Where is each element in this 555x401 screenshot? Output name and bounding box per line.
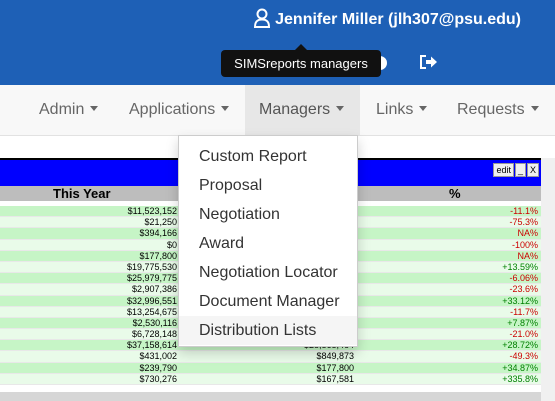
nav-item-label: Links [376,101,414,118]
nav-item-label: Admin [39,101,85,118]
caret-down-icon [221,106,230,111]
user-icon [253,8,271,33]
cell-this-year: $19,775,530 [126,261,177,272]
cell-percent-change: -6.06% [509,273,538,284]
caret-down-icon [530,106,539,111]
close-button[interactable]: X [526,163,539,177]
caret-down-icon [90,106,99,111]
menu-item-document-manager[interactable]: Document Manager [199,293,340,310]
cell-percent-change: +7.87% [507,317,538,328]
caret-down-icon [336,106,345,111]
nav-item-label: Managers [259,101,331,118]
cell-this-year: $239,790 [139,362,177,373]
cell-last-year: $849,873 [316,351,354,362]
nav-item-admin[interactable]: Admin [25,85,112,135]
user-menu[interactable]: Jennifer Miller (jlh307@psu.edu) [253,8,521,33]
cell-percent-change: -100% [511,239,538,250]
cell-percent-change: +335.8% [502,373,538,384]
cell-this-year: $730,276 [139,373,177,384]
column-header-percent: % [449,186,461,201]
nav-item-managers[interactable]: Managers [245,85,360,135]
cell-this-year: $2,907,386 [131,284,177,295]
user-name-label: Jennifer Miller (jlh307@psu.edu) [275,11,521,28]
column-header-this-year: This Year [53,186,111,201]
managers-tooltip: SIMSreports managers [221,44,381,77]
cell-percent-change: -23.6% [509,284,538,295]
report-footer [0,392,541,401]
menu-item-negotiation[interactable]: Negotiation [199,206,280,223]
menu-item-proposal[interactable]: Proposal [199,177,263,194]
cell-percent-change: NA% [517,250,538,261]
cell-this-year: $21,250 [144,217,177,228]
cell-percent-change: +34.87% [502,362,538,373]
cell-percent-change: -11.7% [510,306,538,317]
cell-last-year: $167,581 [316,373,354,384]
cell-this-year: $0 [166,239,177,250]
menu-item-custom-report[interactable]: Custom Report [199,148,307,165]
cell-this-year: $431,002 [139,351,177,362]
cell-percent-change: NA% [517,228,538,239]
cell-this-year: $6,728,148 [131,329,177,340]
cell-percent-change: +13.59% [502,261,538,272]
cell-this-year: $37,158,614 [126,340,177,351]
cell-percent-change: -75.3% [509,217,538,228]
sign-out-icon[interactable] [418,53,438,76]
cell-percent-change: -11.1% [510,206,538,216]
cell-this-year: $177,800 [139,250,177,261]
cell-percent-change: -49.3% [509,351,538,362]
edit-button[interactable]: edit [493,163,514,177]
nav-item-requests[interactable]: Requests [443,85,553,135]
table-row: $431,002 $849,873 -49.3% [0,351,541,363]
top-header-bar: Jennifer Miller (jlh307@psu.edu) SIMSrep… [0,0,555,85]
main-navbar: Admin Applications Managers Links Reques… [0,85,555,136]
managers-dropdown-menu: Custom Report Proposal Negotiation Award… [178,135,358,347]
window-controls: edit _ X [493,163,539,177]
table-row: $239,790 $177,800 +34.87% [0,362,541,374]
cell-percent-change: +28.72% [502,340,538,351]
menu-item-negotiation-locator[interactable]: Negotiation Locator [199,264,338,281]
nav-item-applications[interactable]: Applications [115,85,243,135]
vertical-scrollbar[interactable] [541,158,555,401]
cell-last-year: $177,800 [316,362,354,373]
cell-this-year: $394,166 [139,228,177,239]
cell-this-year: $25,979,775 [126,273,177,284]
menu-item-award[interactable]: Award [199,235,245,252]
minimize-button[interactable]: _ [514,163,526,177]
cell-this-year: $11,523,152 [127,206,177,216]
cell-this-year: $32,996,551 [126,295,177,306]
cell-this-year: $13,254,675 [126,306,177,317]
nav-item-label: Applications [129,101,216,118]
cell-percent-change: +33.12% [502,295,538,306]
cell-percent-change: -21.0% [509,329,538,340]
nav-item-label: Requests [457,101,525,118]
table-row: $730,276 $167,581 +335.8% [0,373,541,385]
nav-item-links[interactable]: Links [362,85,441,135]
caret-down-icon [419,106,428,111]
menu-item-distribution-lists[interactable]: Distribution Lists [179,316,357,345]
cell-this-year: $2,530,116 [132,317,177,328]
